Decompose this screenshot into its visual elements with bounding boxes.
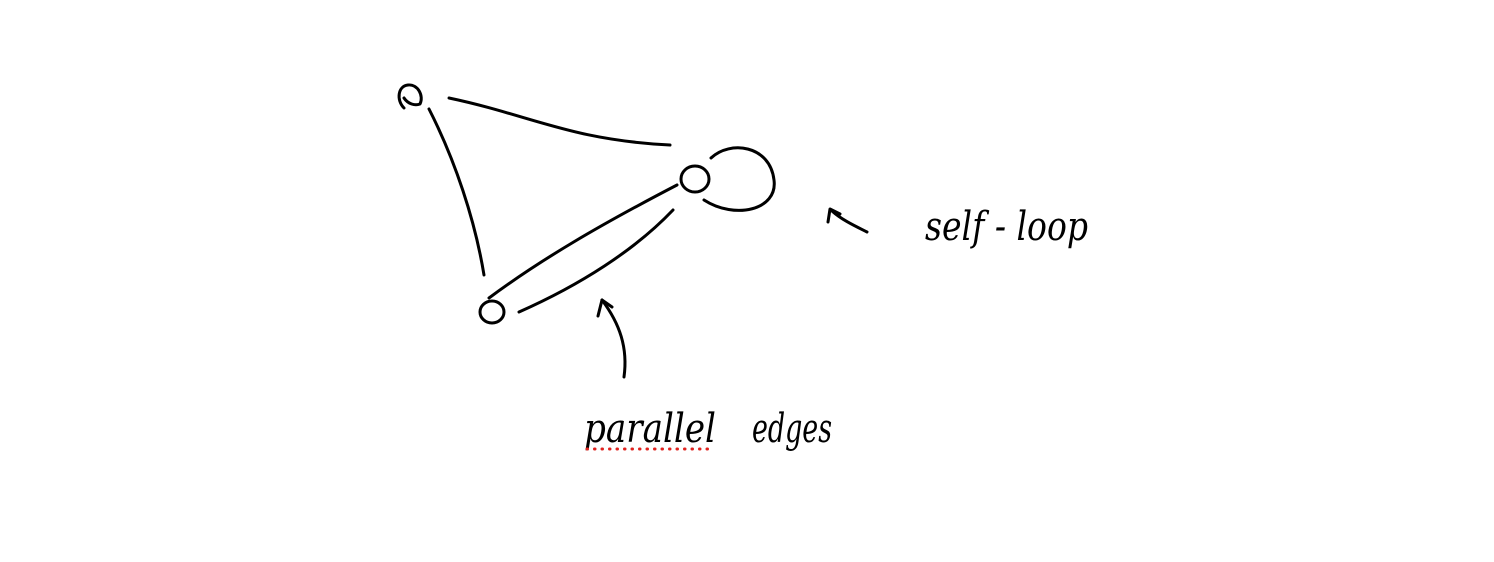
parallel-edges-arrow	[600, 298, 627, 379]
edge-top	[447, 96, 672, 147]
parallel-edge-1	[487, 183, 679, 300]
node-right	[679, 164, 711, 194]
self-loop-edge	[702, 146, 776, 212]
parallel-edge-2	[517, 208, 675, 314]
label-self-loop: self - loop	[925, 204, 1088, 250]
label-parallel: parallel	[584, 406, 716, 452]
edge-left	[427, 107, 486, 277]
node-bottom	[478, 299, 506, 325]
label-edges: edges	[752, 406, 832, 452]
parallel-edges-arrowhead	[596, 298, 614, 318]
self-loop-arrowhead	[826, 207, 842, 224]
node-top-left	[397, 83, 423, 110]
self-loop-arrow	[830, 209, 869, 234]
